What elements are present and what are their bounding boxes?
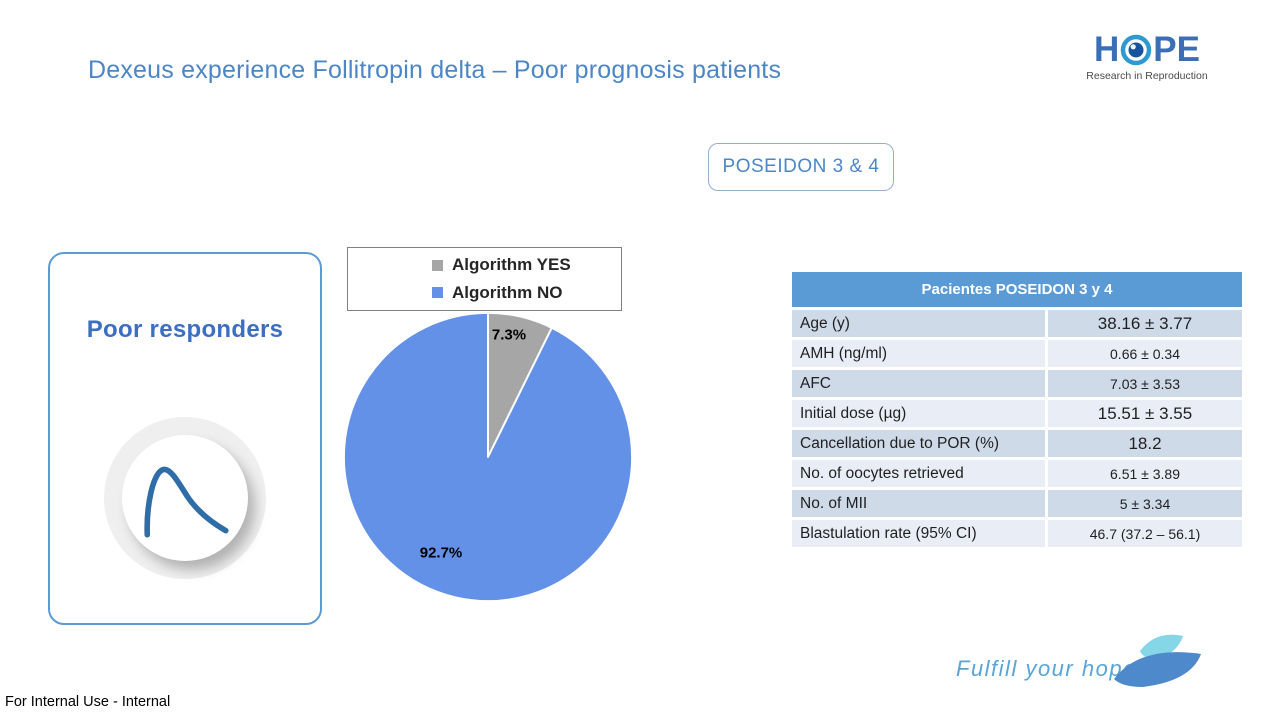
- pie-chart: 7.3% 92.7%: [341, 310, 635, 604]
- row-label: Initial dose (µg): [792, 400, 1048, 427]
- row-label: Blastulation rate (95% CI): [792, 520, 1048, 547]
- table-row: No. of oocytes retrieved 6.51 ± 3.89: [792, 460, 1242, 490]
- classification-note: For Internal Use - Internal: [5, 694, 171, 710]
- response-curve-disc: [122, 435, 248, 561]
- table-row: No. of MII 5 ± 3.34: [792, 490, 1242, 520]
- legend-label: Algorithm NO: [452, 282, 563, 302]
- table-row: Cancellation due to POR (%) 18.2: [792, 430, 1242, 460]
- row-label: Cancellation due to POR (%): [792, 430, 1048, 457]
- legend-label: Algorithm YES: [452, 255, 571, 275]
- response-curve-ring: [104, 417, 266, 579]
- page-title: Dexeus experience Follitropin delta – Po…: [88, 56, 782, 84]
- table-row: AMH (ng/ml) 0.66 ± 0.34: [792, 340, 1242, 370]
- pie-slice-algorithm-no: [343, 311, 634, 603]
- row-label: No. of MII: [792, 490, 1048, 517]
- row-value: 15.51 ± 3.55: [1097, 403, 1193, 423]
- hope-logo-letters-pe: PE: [1153, 30, 1200, 69]
- table-row: Initial dose (µg) 15.51 ± 3.55: [792, 400, 1242, 430]
- legend-swatch: [432, 287, 443, 299]
- poor-responders-card: Poor responders: [48, 252, 322, 625]
- poseidon-badge: POSEIDON 3 & 4: [708, 143, 894, 191]
- response-curve-icon: [144, 466, 229, 538]
- row-value: 7.03 ± 3.53: [1110, 375, 1180, 392]
- pie-label-algorithm-yes: 7.3%: [491, 326, 527, 344]
- hope-eye-icon: [1121, 34, 1152, 65]
- pie-label-algorithm-no: 92.7%: [419, 544, 463, 562]
- table-row: Age (y) 38.16 ± 3.77: [792, 310, 1242, 340]
- hope-logo-letter-h: H: [1094, 30, 1120, 69]
- row-value: 38.16 ± 3.77: [1097, 313, 1193, 333]
- hope-logo-tagline: Research in Reproduction: [1086, 70, 1208, 82]
- row-label: No. of oocytes retrieved: [792, 460, 1048, 487]
- table-body: Age (y) 38.16 ± 3.77 AMH (ng/ml) 0.66 ± 0.3…: [792, 310, 1242, 550]
- row-label: AMH (ng/ml): [792, 340, 1048, 367]
- leaf-icon: [1114, 634, 1201, 687]
- brand-tagline: Fulfill your hope: [956, 656, 1137, 681]
- pie-chart-svg: [343, 311, 634, 603]
- row-label: AFC: [792, 370, 1048, 397]
- hope-logo-word: H PE: [1083, 32, 1211, 67]
- row-value: 0.66 ± 0.34: [1110, 345, 1180, 362]
- row-value: 5 ± 3.34: [1119, 495, 1171, 512]
- chart-legend: Algorithm YES Algorithm NO: [347, 247, 622, 311]
- row-value: 18.2: [1128, 433, 1162, 453]
- table-header: Pacientes POSEIDON 3 y 4: [792, 272, 1242, 310]
- row-value: 6.51 ± 3.89: [1110, 465, 1180, 482]
- hope-logo: H PE Research in Reproduction: [1083, 32, 1211, 82]
- poseidon-badge-label: POSEIDON 3 & 4: [722, 156, 880, 177]
- row-value: 46.7 (37.2 – 56.1): [1089, 525, 1201, 542]
- card-title: Poor responders: [86, 316, 284, 343]
- legend-swatch: [432, 259, 443, 271]
- patients-table: Pacientes POSEIDON 3 y 4 Age (y) 38.16 ± …: [792, 272, 1242, 550]
- table-row: Blastulation rate (95% CI) 46.7 (37.2 – 5…: [792, 520, 1242, 550]
- row-label: Age (y): [792, 310, 1048, 337]
- legend-item-algorithm-no: Algorithm NO: [432, 283, 621, 303]
- table-row: AFC 7.03 ± 3.53: [792, 370, 1242, 400]
- legend-item-algorithm-yes: Algorithm YES: [432, 255, 621, 275]
